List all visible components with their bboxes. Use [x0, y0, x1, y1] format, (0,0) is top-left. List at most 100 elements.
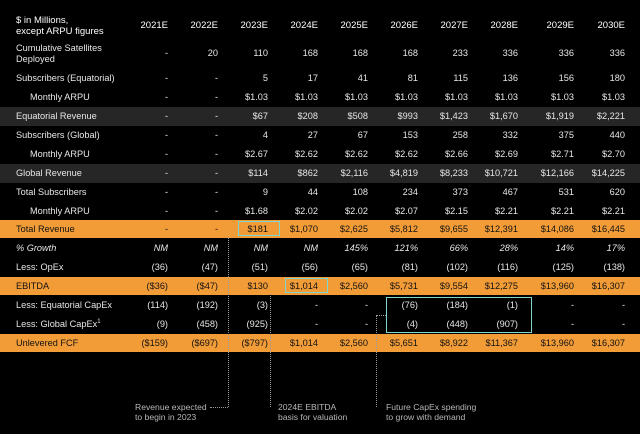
cell-2027E: $1,423 [439, 111, 468, 121]
note-revenue-line-1: Revenue expected [135, 402, 207, 412]
year-2026: 2026E [390, 20, 418, 31]
cell-2028E: $1,670 [489, 111, 518, 121]
cell-2029E: (125) [552, 262, 574, 272]
row-label-text: EBITDA [16, 281, 50, 291]
table-row-monthly-arpu-equatorial: Monthly ARPU - - $1.03 $1.03 $1.03 $1.03 $1.03 $… [0, 88, 640, 107]
units-label: $ in Millions, except ARPU figures [16, 15, 104, 37]
cell-2022E: (47) [201, 262, 218, 272]
cell-2030E: (138) [603, 262, 625, 272]
cell-2021E: - [164, 130, 168, 140]
cell-2028E: (116) [497, 262, 518, 272]
table-row-monthly-arpu-total: Monthly ARPU - - $1.68 $2.02 $2.02 $2.07 $2.15 $… [0, 202, 640, 221]
cell-2022E: - [214, 168, 218, 178]
cell-2023E: $2.67 [245, 149, 268, 159]
cell-2025E: $1.03 [345, 92, 368, 102]
table-row-total-revenue: Total Revenue - - $181 $1,070 $2,625 $5,812 $9,… [0, 220, 640, 238]
cell-2030E: $2.70 [602, 149, 625, 159]
table-row-total-subscribers: Total Subscribers - - 9 44 108 234 373 467 531 620 [0, 183, 640, 202]
cell-2025E: - [364, 300, 368, 310]
cell-2025E: (65) [351, 262, 368, 272]
note-capex: Future CapEx spending to grow with deman… [386, 402, 476, 422]
cell-2024E: NM [303, 243, 318, 253]
year-2021: 2021E [140, 20, 168, 31]
cell-2027E: (184) [446, 300, 468, 310]
cell-2024E: $208 [297, 111, 318, 121]
table-header: $ in Millions, except ARPU figures 2021E… [0, 0, 640, 40]
cell-2021E: ($36) [146, 281, 168, 291]
cell-2027E: 66% [449, 243, 468, 253]
cell-2030E: $16,445 [591, 224, 625, 234]
row-label: Less: Global CapEx1 [16, 319, 101, 329]
cell-2030E: 620 [609, 187, 625, 197]
cell-2021E: - [164, 111, 168, 121]
row-label: Monthly ARPU [30, 206, 90, 216]
cell-2027E: 373 [452, 187, 468, 197]
cell-2027E: 115 [453, 73, 468, 83]
note-revenue-line-2: to begin in 2023 [135, 412, 197, 422]
cell-2030E: 17% [606, 243, 625, 253]
cell-2025E: 67 [357, 130, 368, 140]
cell-2026E: 81 [407, 73, 418, 83]
cell-2021E: - [164, 187, 168, 197]
table-row-ebitda: EBITDA ($36) ($47) $130 $1,014 $2,560 $5,731 $9… [0, 277, 640, 295]
cell-2021E: - [164, 48, 168, 58]
cell-2026E: $5,812 [389, 224, 418, 234]
cell-2022E: - [214, 111, 218, 121]
cell-2030E: 336 [609, 48, 625, 58]
cell-2022E: - [214, 187, 218, 197]
cell-2025E: 41 [357, 73, 368, 83]
cell-2026E: $5,731 [389, 281, 418, 291]
year-2028: 2028E [490, 20, 518, 31]
cell-2022E: - [214, 73, 218, 83]
note-capex-line-2: to grow with demand [386, 412, 466, 422]
connector-capex-h [376, 315, 386, 316]
table-row-subscribers-equatorial: Subscribers (Equatorial) - - 5 17 41 81 115 136 1… [0, 69, 640, 88]
cell-2030E: $2,221 [596, 111, 625, 121]
cell-2028E: 28% [499, 243, 518, 253]
row-label-text: % Growth [16, 243, 57, 253]
connector-revenue-h [210, 407, 228, 408]
year-2022: 2022E [190, 20, 218, 31]
cell-2023E: ($797) [241, 338, 268, 348]
cell-2022E: ($47) [196, 281, 218, 291]
note-ebitda: 2024E EBITDA basis for valuation [278, 402, 347, 422]
cell-2026E: 234 [402, 187, 418, 197]
cell-2029E: $13,960 [540, 338, 574, 348]
cell-2029E: - [570, 300, 574, 310]
cell-2026E: $5,651 [389, 338, 418, 348]
cell-2026E: (76) [401, 300, 418, 310]
row-label-text: Less: OpEx [16, 262, 64, 272]
cell-2030E: - [621, 319, 625, 329]
cell-2023E: 110 [253, 48, 268, 58]
cell-2030E: 440 [609, 130, 625, 140]
row-label: EBITDA [16, 281, 49, 291]
cell-2023E: $67 [252, 111, 268, 121]
table-row-monthly-arpu-global: Monthly ARPU - - $2.67 $2.62 $2.62 $2.62 $2.66 $… [0, 145, 640, 164]
cell-2024E: (56) [301, 262, 318, 272]
row-label-line-1: Cumulative Satellites [16, 43, 102, 53]
cell-2026E: $1.03 [395, 92, 418, 102]
cell-2027E: $8,233 [439, 168, 468, 178]
cell-2028E: $12,275 [484, 281, 518, 291]
cell-2024E: $1,070 [289, 224, 318, 234]
row-label: Cumulative Satellites Deployed [16, 43, 102, 65]
cell-2024E: $2.02 [295, 206, 318, 216]
cell-2027E: (448) [446, 319, 468, 329]
cell-2029E: $1,919 [545, 111, 574, 121]
year-2029: 2029E [546, 20, 574, 31]
row-label-text: Monthly ARPU [30, 92, 90, 102]
row-label: Unlevered FCF [16, 338, 78, 348]
cell-2024E: 168 [302, 48, 318, 58]
note-ebitda-line-2: basis for valuation [278, 412, 348, 422]
table-row-subscribers-global: Subscribers (Global) - - 4 27 67 153 258 332 375 4… [0, 126, 640, 145]
cell-2030E: 180 [609, 73, 625, 83]
row-label-text: Total Subscribers [16, 187, 87, 197]
highlight-2023-revenue [238, 221, 280, 236]
row-label: Subscribers (Global) [16, 130, 100, 140]
cell-2026E: (4) [406, 319, 418, 329]
cell-2027E: 258 [452, 130, 468, 140]
year-2030: 2030E [597, 20, 625, 31]
table-row-equatorial-revenue: Equatorial Revenue - - $67 $208 $508 $993 $1,42… [0, 107, 640, 126]
cell-2025E: $2.02 [345, 206, 368, 216]
cell-2022E: - [214, 92, 218, 102]
